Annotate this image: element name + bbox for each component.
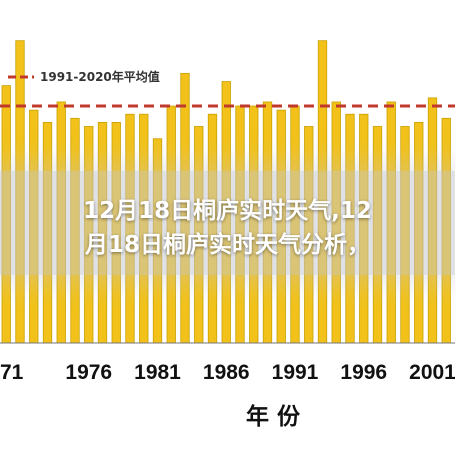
x-tick-label-1971: 71 xyxy=(0,361,24,384)
legend: 1991-2020年平均值 xyxy=(8,69,160,84)
title-overlay-band xyxy=(0,171,455,275)
x-tick-label-1996: 1996 xyxy=(340,361,387,384)
x-tick-labels: 71 1976 1981 1986 1991 1996 2001 xyxy=(0,361,455,384)
overlay-title-line-2: 月18日桐庐实时天气分析， xyxy=(84,232,370,258)
x-tick-label-1976: 1976 xyxy=(65,361,112,384)
x-tick-label-1986: 1986 xyxy=(203,361,250,384)
overlay-title-line-1: 12月18日桐庐实时天气,12 xyxy=(83,198,372,224)
legend-label: 1991-2020年平均值 xyxy=(40,69,160,84)
x-tick-label-1981: 1981 xyxy=(134,361,181,384)
x-tick-label-1991: 1991 xyxy=(272,361,319,384)
x-axis-title: 年 份 xyxy=(246,403,301,430)
x-tick-label-2001: 2001 xyxy=(409,361,455,384)
